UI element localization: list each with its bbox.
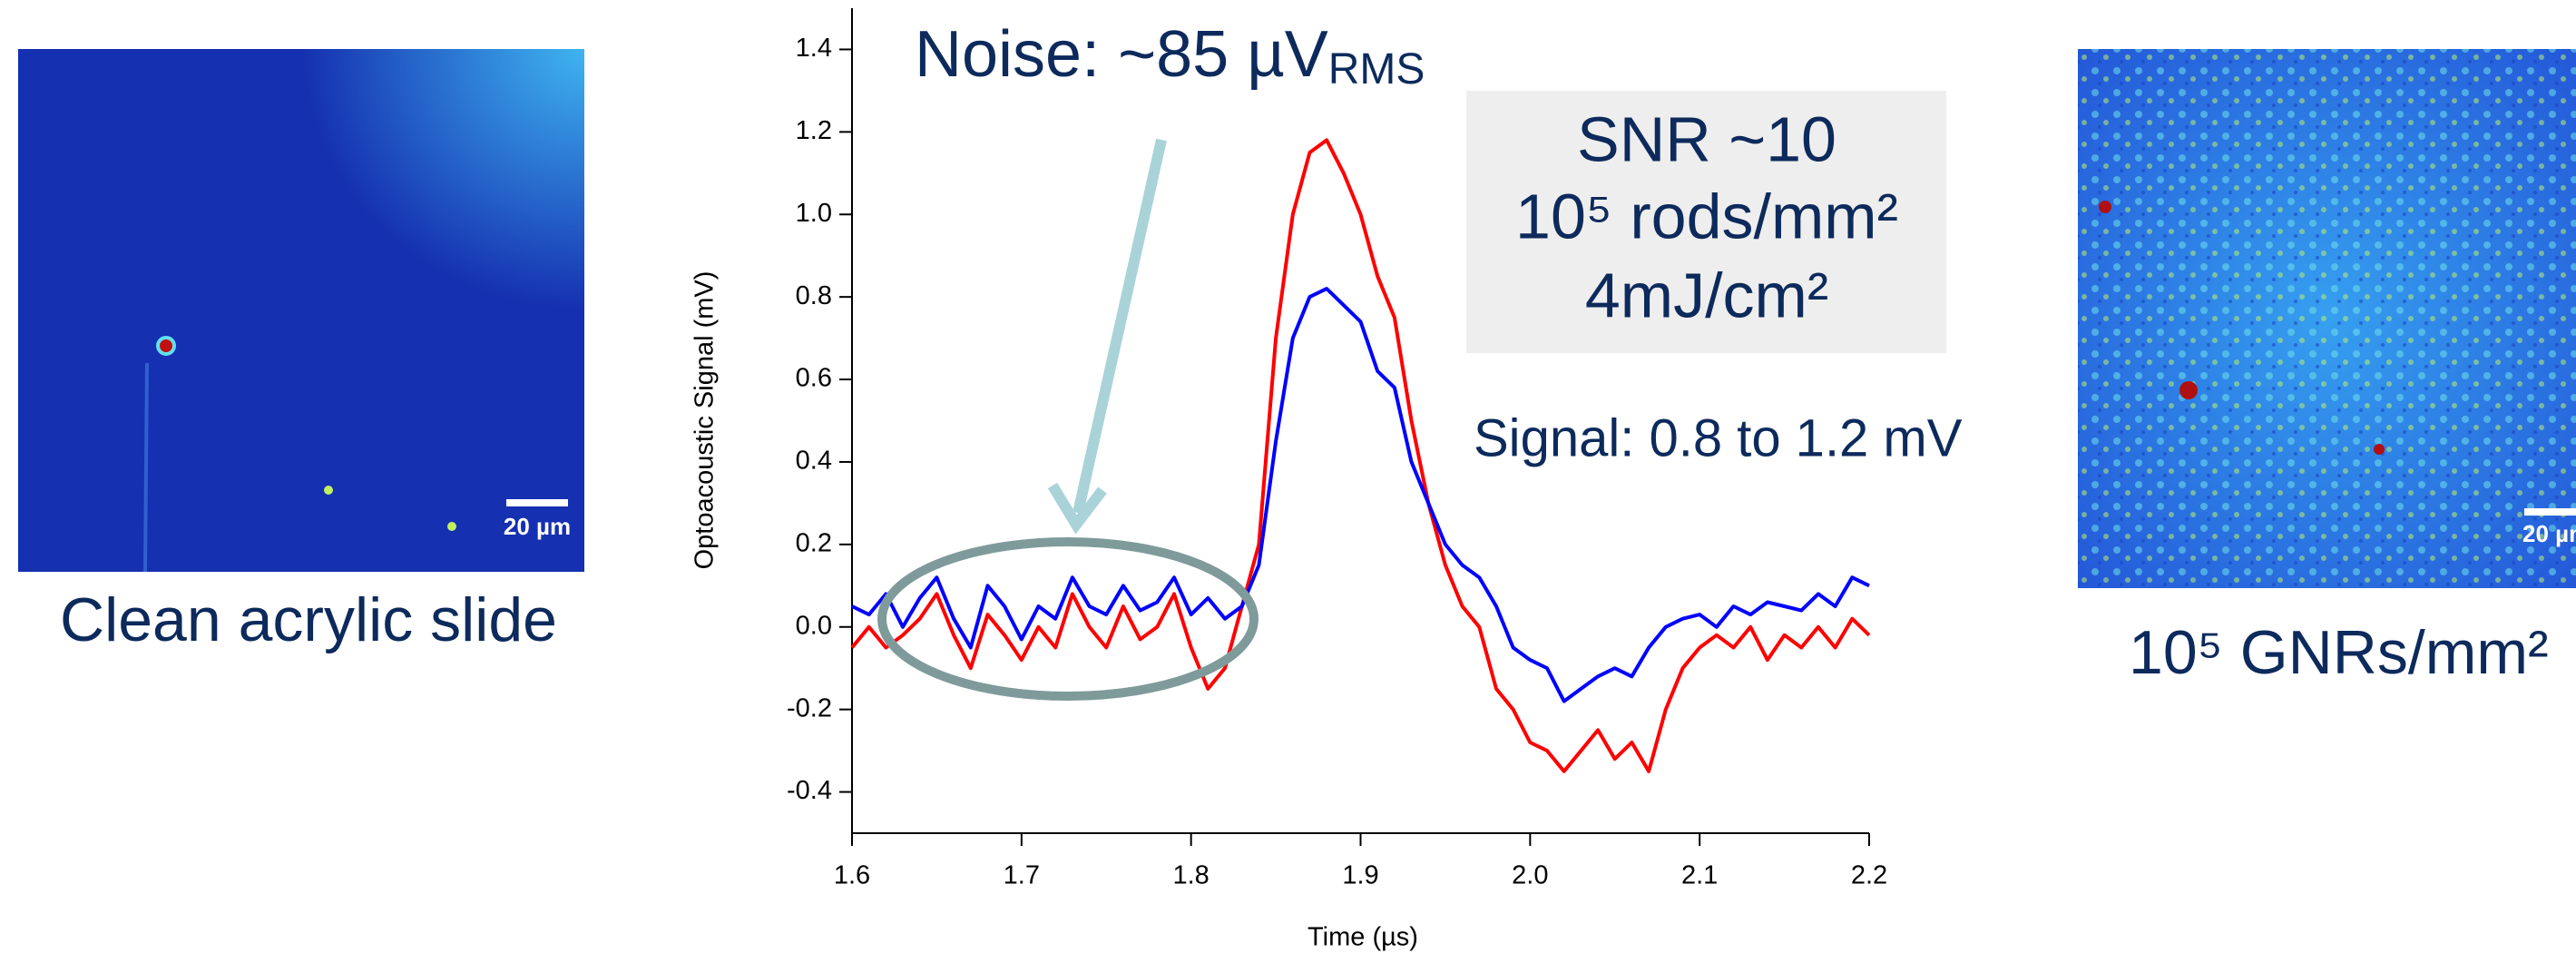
arrow-shaft	[1073, 138, 1167, 515]
y-axis-label: Optoacoustic Signal (mV)	[691, 271, 720, 570]
series-line	[851, 287, 1870, 703]
x-tick-label: 1.7	[1004, 861, 1040, 890]
plot: -0.4 -0.2 0.0 0.2 0.4 0.6 0.8 1.0 1.2 1.4 1.6 1.7 1.…	[787, 8, 1887, 890]
x-tick-label: 2.2	[1851, 861, 1887, 890]
spot	[156, 336, 176, 356]
y-tick-label: 1.4	[796, 34, 832, 63]
snr-line: 4mJ/cm²	[1585, 260, 1828, 330]
spot	[2099, 201, 2111, 213]
snr-box	[1466, 91, 1946, 353]
spot	[447, 522, 456, 531]
series-line	[850, 138, 1871, 773]
y-tick-label: 1.0	[796, 199, 832, 228]
x-axis-label: Time (µs)	[1308, 923, 1418, 952]
y-tick-label: 1.2	[796, 116, 832, 145]
x-tick-label: 1.6	[834, 861, 870, 890]
spot	[324, 486, 333, 495]
snr-line: SNR ~10	[1577, 103, 1837, 174]
y-tick-label: 0.2	[796, 529, 832, 558]
scale-bar-label: 20 µm	[504, 513, 571, 540]
y-tick-label: 0.0	[796, 611, 832, 640]
noise-text: Noise: ~85 µV	[915, 18, 1328, 91]
noise-ellipse	[877, 537, 1259, 701]
noise-annotation: Noise: ~85 µVRMS	[915, 18, 1425, 93]
y-tick-label: 0.4	[796, 447, 832, 476]
scale-bar	[506, 499, 568, 506]
y-tick-label: 0.8	[796, 281, 832, 310]
signal-annotation: Signal: 0.8 to 1.2 mV	[1474, 408, 1963, 467]
spot	[2374, 444, 2385, 455]
scale-bar	[2524, 508, 2576, 516]
x-tick-label: 2.0	[1512, 861, 1548, 890]
streak	[143, 362, 149, 573]
x-tick-label: 1.8	[1173, 861, 1210, 890]
snr-line: 10⁵ rods/mm²	[1515, 181, 1898, 251]
y-tick-label: -0.2	[787, 693, 832, 722]
x-tick-label: 1.9	[1342, 861, 1378, 890]
arrow-head	[1047, 482, 1107, 535]
y-tick-label: -0.4	[787, 776, 832, 805]
scale-bar-label: 20 µm	[2522, 520, 2576, 547]
caption: 10⁵ GNRs/mm²	[2129, 618, 2549, 687]
micrograph-left	[18, 49, 584, 572]
caption: Clean acrylic slide	[60, 585, 557, 654]
noise-subscript: RMS	[1328, 45, 1425, 93]
micrograph-texture	[2078, 49, 2576, 588]
y-tick-label: 0.6	[796, 364, 832, 393]
spot	[2179, 381, 2198, 399]
x-tick-label: 2.1	[1681, 861, 1718, 890]
